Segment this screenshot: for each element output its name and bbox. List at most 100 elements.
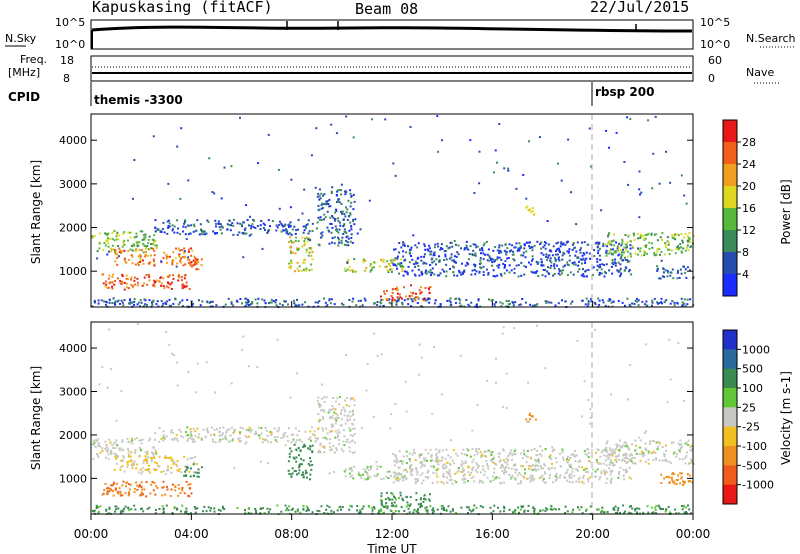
- heatmap-cell: [346, 208, 349, 211]
- heatmap-cell: [522, 251, 525, 254]
- heatmap-cell: [346, 218, 349, 221]
- heatmap-cell: [127, 491, 130, 494]
- heatmap-cell: [127, 239, 130, 242]
- heatmap-cell: [610, 481, 613, 484]
- heatmap-cell: [478, 271, 481, 274]
- heatmap-cell: [502, 449, 505, 452]
- heatmap-cell: [445, 465, 448, 468]
- heatmap-cell: [147, 273, 150, 276]
- heatmap-cell: [401, 303, 404, 306]
- heatmap-cell: [607, 453, 610, 455]
- heatmap-cell: [149, 492, 152, 495]
- nsearch-tick-high: 10^5: [700, 16, 730, 29]
- heatmap-cell: [585, 470, 588, 473]
- heatmap-cell: [520, 246, 522, 249]
- heatmap-cell: [92, 510, 95, 513]
- heatmap-cell: [533, 458, 536, 461]
- heatmap-cell: [105, 487, 108, 490]
- heatmap-cell: [259, 228, 262, 230]
- heatmap-cell: [190, 254, 193, 257]
- heatmap-cell: [596, 468, 599, 471]
- heatmap-cell: [173, 231, 176, 234]
- heatmap-cell: [500, 258, 503, 261]
- heatmap-cell: [420, 502, 422, 505]
- colorbar-tick-label: 12: [742, 224, 756, 237]
- heatmap-cell: [113, 283, 116, 286]
- heatmap-cell: [494, 149, 497, 152]
- heatmap-cell: [490, 259, 493, 261]
- heatmap-cell: [581, 481, 583, 484]
- heatmap-cell: [569, 463, 572, 466]
- heatmap-cell: [509, 449, 512, 452]
- heatmap-cell: [106, 253, 109, 256]
- heatmap-cell: [314, 186, 317, 189]
- heatmap-cell: [183, 256, 186, 259]
- heatmap-cell: [382, 305, 385, 308]
- heatmap-cell: [684, 506, 687, 509]
- heatmap-cell: [594, 475, 597, 478]
- heatmap-cell: [617, 245, 620, 248]
- heatmap-cell: [167, 255, 170, 258]
- heatmap-cell: [340, 203, 343, 205]
- heatmap-cell: [556, 476, 558, 479]
- heatmap-cell: [157, 228, 160, 231]
- heatmap-cell: [284, 504, 287, 507]
- heatmap-cell: [542, 253, 545, 256]
- heatmap-cell: [426, 459, 429, 462]
- heatmap-cell: [513, 450, 516, 452]
- heatmap-cell: [533, 512, 536, 515]
- heatmap-cell: [686, 473, 689, 476]
- heatmap-cell: [200, 258, 203, 261]
- heatmap-cell: [395, 459, 398, 462]
- heatmap-cell: [160, 471, 163, 473]
- heatmap-cell: [338, 443, 341, 445]
- heatmap-cell: [335, 229, 338, 232]
- heatmap-cell: [666, 236, 669, 239]
- heatmap-cell: [160, 437, 163, 440]
- heatmap-cell: [445, 245, 448, 248]
- heatmap-cell: [564, 243, 567, 246]
- heatmap-cell: [305, 250, 308, 253]
- heatmap-cell: [600, 470, 603, 473]
- heatmap-cell: [356, 509, 358, 512]
- heatmap-cell: [499, 466, 502, 469]
- heatmap-cell: [330, 448, 333, 451]
- heatmap-cell: [496, 258, 499, 261]
- heatmap-cell: [238, 231, 241, 234]
- heatmap-cell: [611, 259, 614, 261]
- heatmap-cell: [687, 462, 690, 465]
- heatmap-cell: [288, 427, 290, 430]
- heatmap-cell: [297, 218, 300, 221]
- heatmap-cell: [187, 494, 190, 497]
- heatmap-cell: [214, 232, 217, 235]
- heatmap-cell: [113, 229, 116, 232]
- heatmap-cell: [264, 302, 267, 305]
- heatmap-cell: [205, 232, 208, 235]
- heatmap-cell: [112, 494, 115, 497]
- heatmap-cell: [486, 476, 489, 479]
- heatmap-cell: [120, 299, 123, 302]
- heatmap-cell: [676, 277, 679, 280]
- heatmap-cell: [683, 482, 686, 485]
- heatmap-cell: [647, 232, 650, 235]
- heatmap-cell: [656, 301, 658, 304]
- heatmap-cell: [358, 511, 361, 514]
- heatmap-cell: [110, 484, 113, 487]
- heatmap-cell: [126, 463, 129, 466]
- heatmap-cell: [263, 223, 266, 226]
- heatmap-cell: [145, 245, 147, 248]
- heatmap-cell: [392, 263, 395, 266]
- heatmap-cell: [323, 193, 326, 196]
- heatmap-cell: [630, 477, 633, 480]
- heatmap-cell: [364, 299, 367, 302]
- heatmap-cell: [350, 237, 353, 239]
- heatmap-cell: [178, 428, 181, 431]
- heatmap-cell: [345, 353, 347, 356]
- heatmap-cell: [322, 194, 325, 197]
- heatmap-cell: [343, 435, 346, 438]
- heatmap-cell: [432, 471, 435, 474]
- heatmap-cell: [127, 440, 130, 443]
- heatmap-cell: [260, 460, 262, 463]
- heatmap-cell: [432, 511, 434, 514]
